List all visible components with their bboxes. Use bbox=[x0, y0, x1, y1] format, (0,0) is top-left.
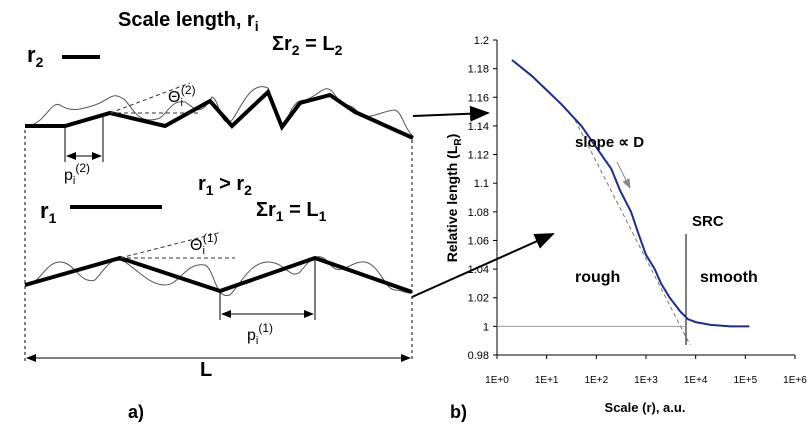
y-axis-label: Relative length (LR) bbox=[444, 134, 464, 263]
angle-line bbox=[109, 82, 191, 114]
text: 1 bbox=[49, 210, 57, 226]
text: 2 bbox=[36, 54, 44, 70]
x-axis-label: Scale (r), a.u. bbox=[605, 400, 686, 415]
text: 1 bbox=[319, 208, 327, 224]
scale-length: Scale length, ri bbox=[118, 9, 259, 34]
y-tick-label: 1.02 bbox=[468, 293, 489, 305]
p1: pi(1) bbox=[247, 321, 273, 347]
text: = L bbox=[284, 199, 319, 221]
text: Θ bbox=[190, 237, 202, 254]
r1-label: r1 bbox=[40, 198, 57, 226]
text: (1) bbox=[203, 231, 218, 245]
x-tick-label: 1E+5 bbox=[734, 375, 758, 386]
compare: r1 > r2 bbox=[198, 173, 252, 198]
text: > r bbox=[214, 173, 245, 195]
x-tick-label: 1E+6 bbox=[783, 375, 807, 386]
text: i bbox=[202, 245, 204, 257]
text: = L bbox=[300, 33, 335, 55]
angle-line bbox=[119, 231, 223, 259]
link-arrow bbox=[412, 105, 490, 122]
polyline-1 bbox=[24, 255, 413, 294]
text: i bbox=[255, 18, 259, 34]
y-tick-label: 1.08 bbox=[468, 207, 489, 219]
theta2: Θi(2) bbox=[168, 83, 196, 109]
text: R bbox=[453, 138, 464, 146]
panel-label: b) bbox=[450, 402, 467, 422]
diagram: Scale length, ri r2 Σr2 = L2 Θi(2) pi(2)… bbox=[24, 9, 555, 422]
link-arrow bbox=[411, 233, 555, 298]
x-tick-label: 1E+4 bbox=[684, 375, 708, 386]
text: 2 bbox=[292, 42, 300, 58]
annotation: slope ∝ D bbox=[575, 134, 644, 151]
r2-label: r2 bbox=[27, 42, 44, 70]
y-tick-label: 1.04 bbox=[468, 264, 489, 276]
y-tick-label: 1.06 bbox=[468, 235, 489, 247]
slope-arrow bbox=[616, 161, 631, 189]
text: (2) bbox=[181, 83, 196, 97]
profile-2 bbox=[24, 86, 414, 137]
sum1: Σr1 = L1 bbox=[256, 199, 327, 224]
x-tick-label: 1E+1 bbox=[535, 375, 559, 386]
text: i bbox=[73, 175, 75, 187]
text: r bbox=[40, 198, 49, 223]
y-tick-label: 1.14 bbox=[468, 121, 489, 133]
p2: pi(2) bbox=[64, 161, 90, 187]
polyline-2 bbox=[25, 88, 414, 140]
text: 2 bbox=[335, 42, 343, 58]
text: Scale length, r bbox=[118, 9, 255, 31]
line bbox=[511, 59, 750, 328]
y-tick-label: 0.98 bbox=[468, 350, 489, 362]
text: p bbox=[247, 327, 256, 344]
chart: Relative length (LR) Scale (r), a.u. 0.9… bbox=[444, 35, 807, 415]
text: 1 bbox=[276, 208, 284, 224]
y-tick-label: 1 bbox=[483, 321, 489, 333]
text: Σr bbox=[272, 33, 292, 55]
profile-1 bbox=[24, 256, 413, 296]
text: 2 bbox=[244, 182, 252, 198]
text: r bbox=[27, 42, 36, 67]
text: (1) bbox=[258, 321, 273, 335]
y-tick-label: 1.18 bbox=[468, 64, 489, 76]
text: (2) bbox=[75, 161, 90, 175]
theta1: Θi(1) bbox=[190, 231, 218, 257]
y-tick-label: 1.12 bbox=[468, 150, 489, 162]
annotation: smooth bbox=[700, 269, 758, 286]
text: r bbox=[198, 173, 206, 195]
annotation: SRC bbox=[692, 213, 724, 230]
annotation: rough bbox=[575, 269, 620, 286]
y-tick-label: 1.1 bbox=[474, 178, 489, 190]
text: Relative length (L bbox=[444, 145, 460, 262]
sum2: Σr2 = L2 bbox=[272, 33, 343, 58]
slope-line bbox=[574, 119, 691, 346]
panel-label: a) bbox=[128, 402, 144, 422]
text: ) bbox=[444, 134, 460, 139]
x-tick-label: 1E+3 bbox=[634, 375, 658, 386]
text: Σr bbox=[256, 199, 276, 221]
x-tick-label: 1E+2 bbox=[585, 375, 609, 386]
text: Θ bbox=[168, 89, 180, 106]
text: 1 bbox=[206, 182, 214, 198]
y-tick-label: 1.2 bbox=[474, 35, 489, 47]
text: p bbox=[64, 167, 73, 184]
x-tick-label: 1E+0 bbox=[485, 375, 509, 386]
L-label: L bbox=[200, 359, 212, 381]
text: i bbox=[180, 97, 182, 109]
text: i bbox=[256, 335, 258, 347]
y-tick-label: 1.16 bbox=[468, 92, 489, 104]
